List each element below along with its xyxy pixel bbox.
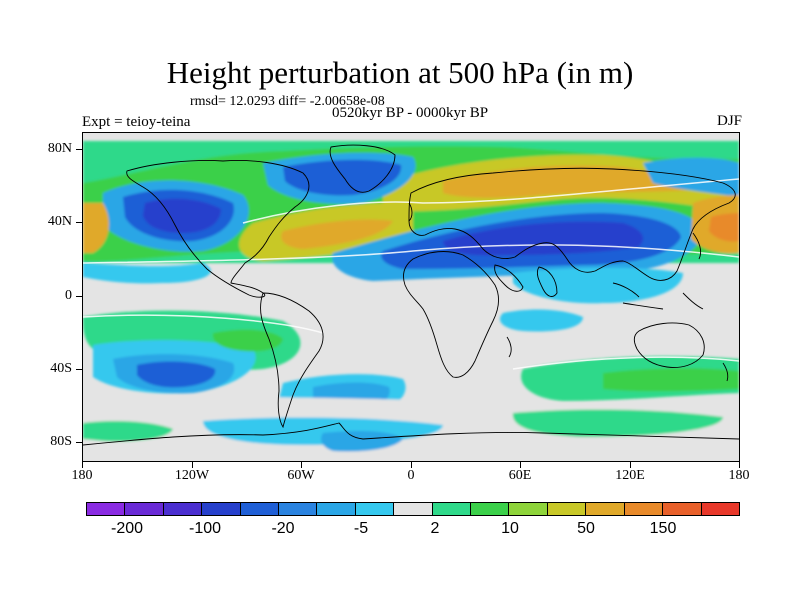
colorbar-label: -200 [110, 520, 144, 537]
y-label-40s: 40S [50, 361, 72, 376]
experiment-label: Expt = teioy-teina [82, 114, 191, 130]
y-tick [76, 149, 82, 150]
colorbar-label: -20 [271, 520, 295, 537]
colorbar-swatch-0 [87, 503, 126, 515]
colorbar-swatch-8 [394, 503, 433, 515]
y-tick [76, 296, 82, 297]
colorbar-label: 10 [501, 520, 519, 537]
colorbar-swatch-13 [586, 503, 625, 515]
colorbar-swatch-16 [701, 503, 739, 515]
colorbar-label: 50 [577, 520, 595, 537]
colorbar-swatch-2 [163, 503, 203, 515]
x-tick [739, 462, 740, 468]
y-label-80n: 80N [47, 141, 72, 156]
colorbar-label: 150 [649, 520, 677, 537]
y-tick [76, 222, 82, 223]
colorbar [86, 502, 740, 516]
colorbar-swatch-14 [624, 503, 664, 515]
x-label-180e: 180 [728, 468, 750, 483]
x-tick [520, 462, 521, 468]
season-label: DJF [716, 113, 742, 129]
x-label-60w: 60W [287, 468, 315, 483]
y-label-0: 0 [65, 288, 72, 303]
x-label-180w: 180 [71, 468, 93, 483]
stats-text: rmsd= 12.0293 diff= -2.00658e-08 [190, 94, 385, 109]
zero-contours [83, 178, 739, 370]
colorbar-swatch-11 [509, 503, 548, 515]
colorbar-label: -100 [188, 520, 222, 537]
x-tick [82, 462, 83, 468]
colorbar-swatch-15 [663, 503, 702, 515]
y-label-40n: 40N [47, 214, 72, 229]
y-tick [76, 369, 82, 370]
x-label-120w: 120W [174, 468, 210, 483]
colorbar-swatch-9 [432, 503, 472, 515]
colorbar-swatch-1 [125, 503, 164, 515]
x-tick [192, 462, 193, 468]
colorbar-swatch-3 [202, 503, 241, 515]
coastlines [83, 144, 739, 446]
x-tick [301, 462, 302, 468]
colorbar-swatch-10 [471, 503, 510, 515]
colorbar-swatch-6 [317, 503, 356, 515]
x-label-0: 0 [407, 468, 415, 483]
map-panel [82, 132, 740, 462]
x-label-60e: 60E [508, 468, 532, 483]
colorbar-label: -5 [353, 520, 369, 537]
contour-map [83, 133, 739, 461]
colorbar-label: 2 [430, 520, 440, 537]
period-text: 0520kyr BP - 0000kyr BP [331, 105, 489, 121]
y-tick [76, 442, 82, 443]
colorbar-swatch-7 [355, 503, 395, 515]
y-label-80s: 80S [50, 434, 72, 449]
x-label-120e: 120E [615, 468, 645, 483]
x-tick [630, 462, 631, 468]
plot-title: Height perturbation at 500 hPa (in m) [166, 55, 634, 90]
colorbar-swatch-5 [279, 503, 318, 515]
colorbar-swatch-4 [240, 503, 280, 515]
x-tick [411, 462, 412, 468]
colorbar-swatch-12 [547, 503, 587, 515]
